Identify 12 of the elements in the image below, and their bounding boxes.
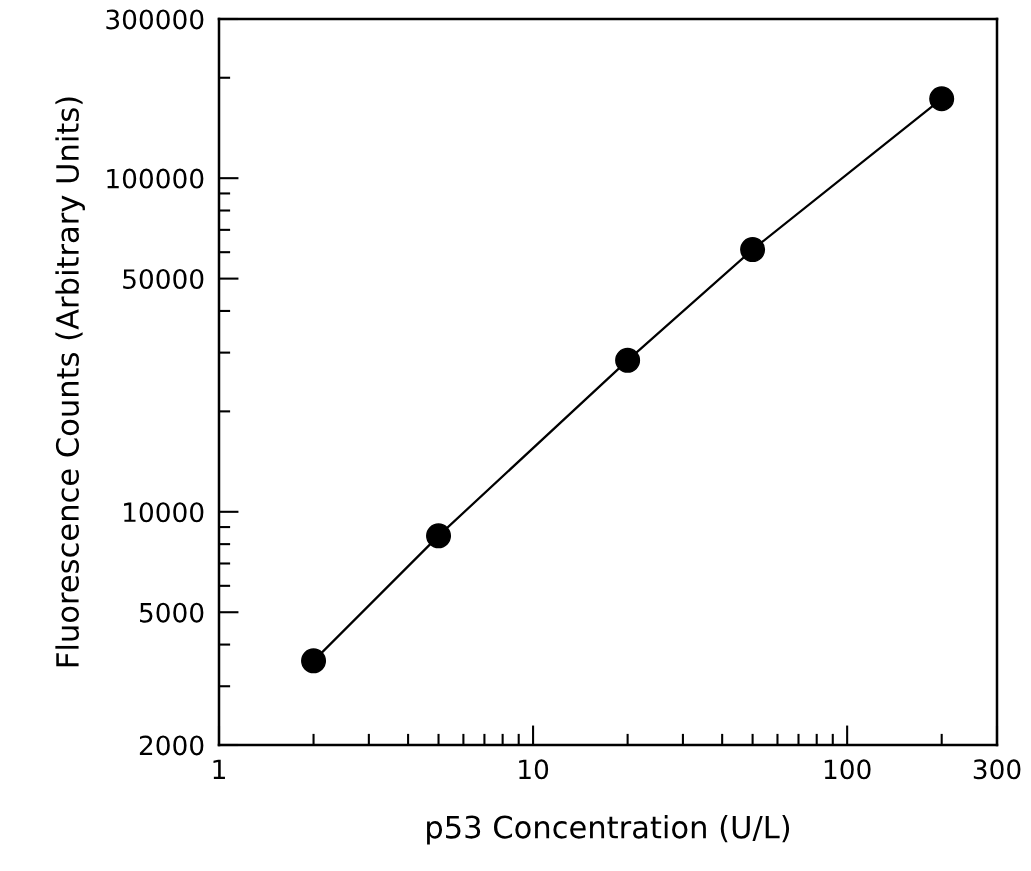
x-tick-label: 1 xyxy=(213,759,225,779)
y-tick-label: 5000 xyxy=(139,602,204,623)
x-axis-title: p53 Concentration (U/L) xyxy=(427,814,790,845)
y-tick-label: 100000 xyxy=(107,168,204,189)
y-axis-title: Fluorescence Counts (Arbitrary Units) xyxy=(55,97,85,667)
x-tick-label: 300 xyxy=(973,759,1021,780)
y-tick-label: 2000 xyxy=(139,735,204,756)
x-tick-label: 10 xyxy=(519,759,549,780)
y-tick-label: 50000 xyxy=(123,269,204,290)
y-tick-label: 10000 xyxy=(124,502,204,523)
y-tick-label: 300000 xyxy=(106,9,204,30)
x-tick-label: 100 xyxy=(824,759,871,780)
